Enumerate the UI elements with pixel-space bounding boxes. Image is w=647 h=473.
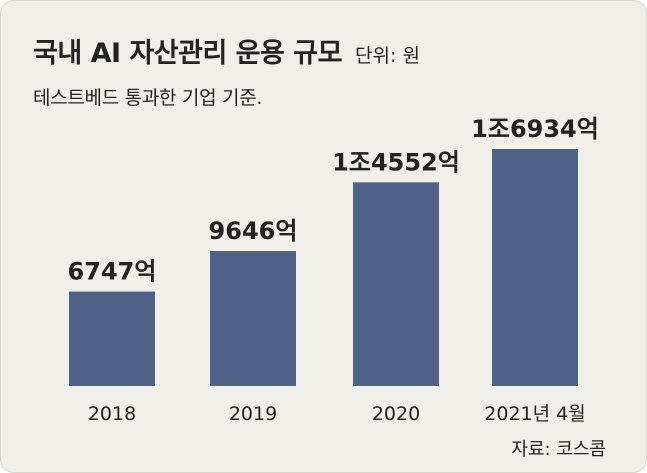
category-label-2: 2019 <box>229 403 277 425</box>
source-note: 자료: 코스콤 <box>511 439 606 460</box>
title-row: 국내 AI 자산관리 운용 규모 단위: 원 <box>33 31 420 70</box>
data-label-2: 9646억 <box>209 217 298 245</box>
bar-3 <box>353 182 439 386</box>
bar-1 <box>69 291 155 386</box>
data-label-1: 6747억 <box>68 258 157 286</box>
chart-subtitle: 테스트베드 통과한 기업 기준. <box>33 87 263 109</box>
category-label-3: 2020 <box>372 403 420 425</box>
data-label-4: 1조6934억 <box>471 115 599 143</box>
data-label-3: 1조4552억 <box>332 148 460 176</box>
unit-label: 단위: 원 <box>355 45 420 67</box>
bar-4 <box>492 149 578 386</box>
bar-2 <box>210 250 296 386</box>
category-label-1: 2018 <box>88 403 136 425</box>
chart-title: 국내 AI 자산관리 운용 규모 <box>33 38 342 69</box>
category-label-4: 2021년 4월 <box>484 403 585 425</box>
